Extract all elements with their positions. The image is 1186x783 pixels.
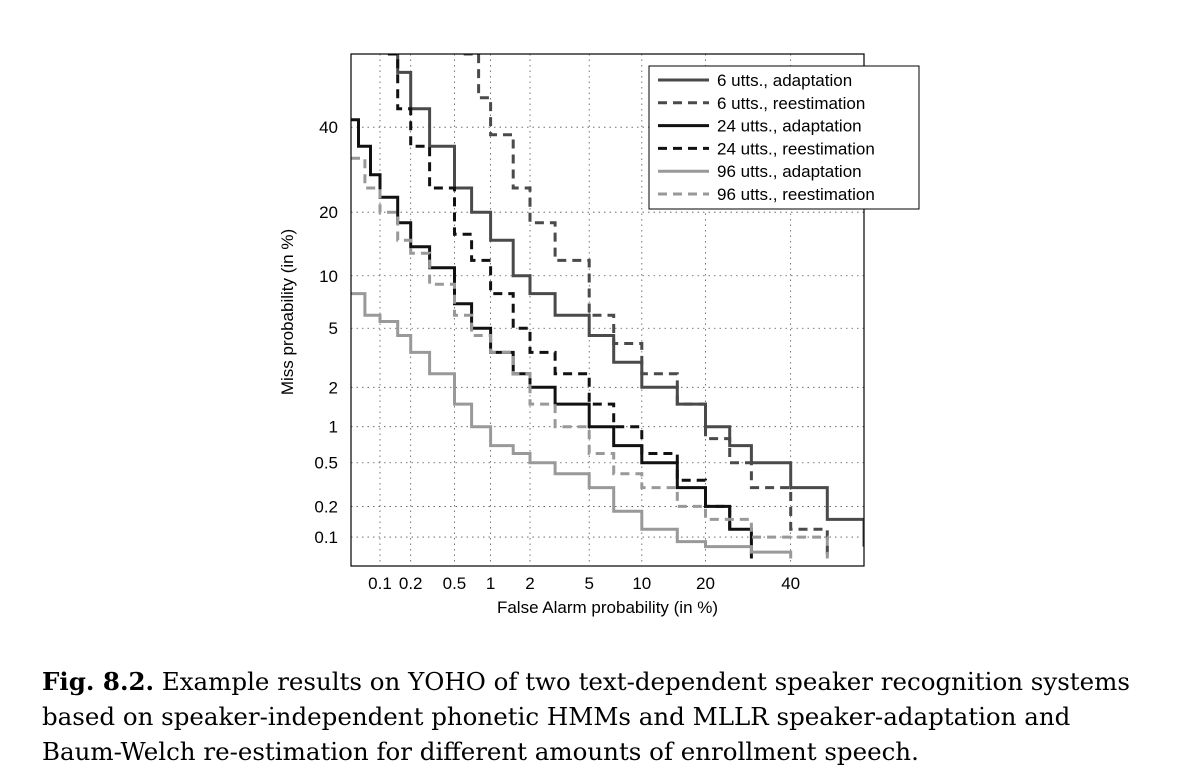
det-chart: 0.1 0.2 0.5 1 2 5 10 20 40 0.1 0.2 0.5 1 2 5 10 20 40 Fa… — [278, 53, 920, 617]
y-tick-label: 2 — [329, 378, 338, 397]
x-axis-label: False Alarm probability (in %) — [497, 598, 718, 617]
x-tick-labels: 0.1 0.2 0.5 1 2 5 10 20 40 — [368, 574, 800, 593]
y-tick-label: 10 — [319, 267, 338, 286]
legend-label: 96 utts., reestimation — [717, 185, 875, 204]
y-tick-label: 0.2 — [314, 497, 338, 516]
legend-label: 24 utts., adaptation — [717, 117, 862, 136]
x-tick-label: 10 — [632, 574, 651, 593]
x-tick-label: 40 — [781, 574, 800, 593]
x-tick-label: 5 — [584, 574, 593, 593]
legend-label: 6 utts., reestimation — [717, 94, 865, 113]
legend: 6 utts., adaptation 6 utts., reestimation… — [648, 65, 920, 210]
series-line-6 — [351, 156, 829, 559]
y-tick-label: 20 — [319, 203, 338, 222]
y-tick-label: 0.5 — [314, 454, 338, 473]
y-tick-label: 1 — [329, 418, 338, 437]
legend-label: 96 utts., adaptation — [717, 162, 862, 181]
x-tick-label: 0.1 — [368, 574, 392, 593]
figure-caption: Fig. 8.2. Example results on YOHO of two… — [42, 664, 1152, 769]
x-tick-label: 0.2 — [399, 574, 423, 593]
y-tick-label: 40 — [319, 118, 338, 137]
series-line-3 — [351, 118, 753, 559]
y-tick-labels: 0.1 0.2 0.5 1 2 5 10 20 40 — [314, 118, 338, 547]
y-axis-label: Miss probability (in %) — [278, 229, 297, 395]
legend-label: 6 utts., adaptation — [717, 71, 852, 90]
plot-frame — [350, 53, 865, 567]
x-tick-label: 0.5 — [443, 574, 467, 593]
x-tick-label: 2 — [525, 574, 534, 593]
legend-label: 24 utts., reestimation — [717, 139, 875, 158]
figure-label: Fig. 8.2. — [42, 667, 155, 696]
series-line-5 — [351, 292, 793, 559]
y-tick-label: 5 — [329, 319, 338, 338]
legend-box — [648, 65, 920, 210]
series-layer — [351, 54, 864, 559]
x-tick-label: 20 — [696, 574, 715, 593]
y-tick-label: 0.1 — [314, 528, 338, 547]
series-line-1 — [387, 54, 864, 547]
series-line-2 — [463, 54, 829, 559]
x-tick-label: 1 — [486, 574, 495, 593]
caption-text: Example results on YOHO of two text-depe… — [42, 667, 1130, 766]
